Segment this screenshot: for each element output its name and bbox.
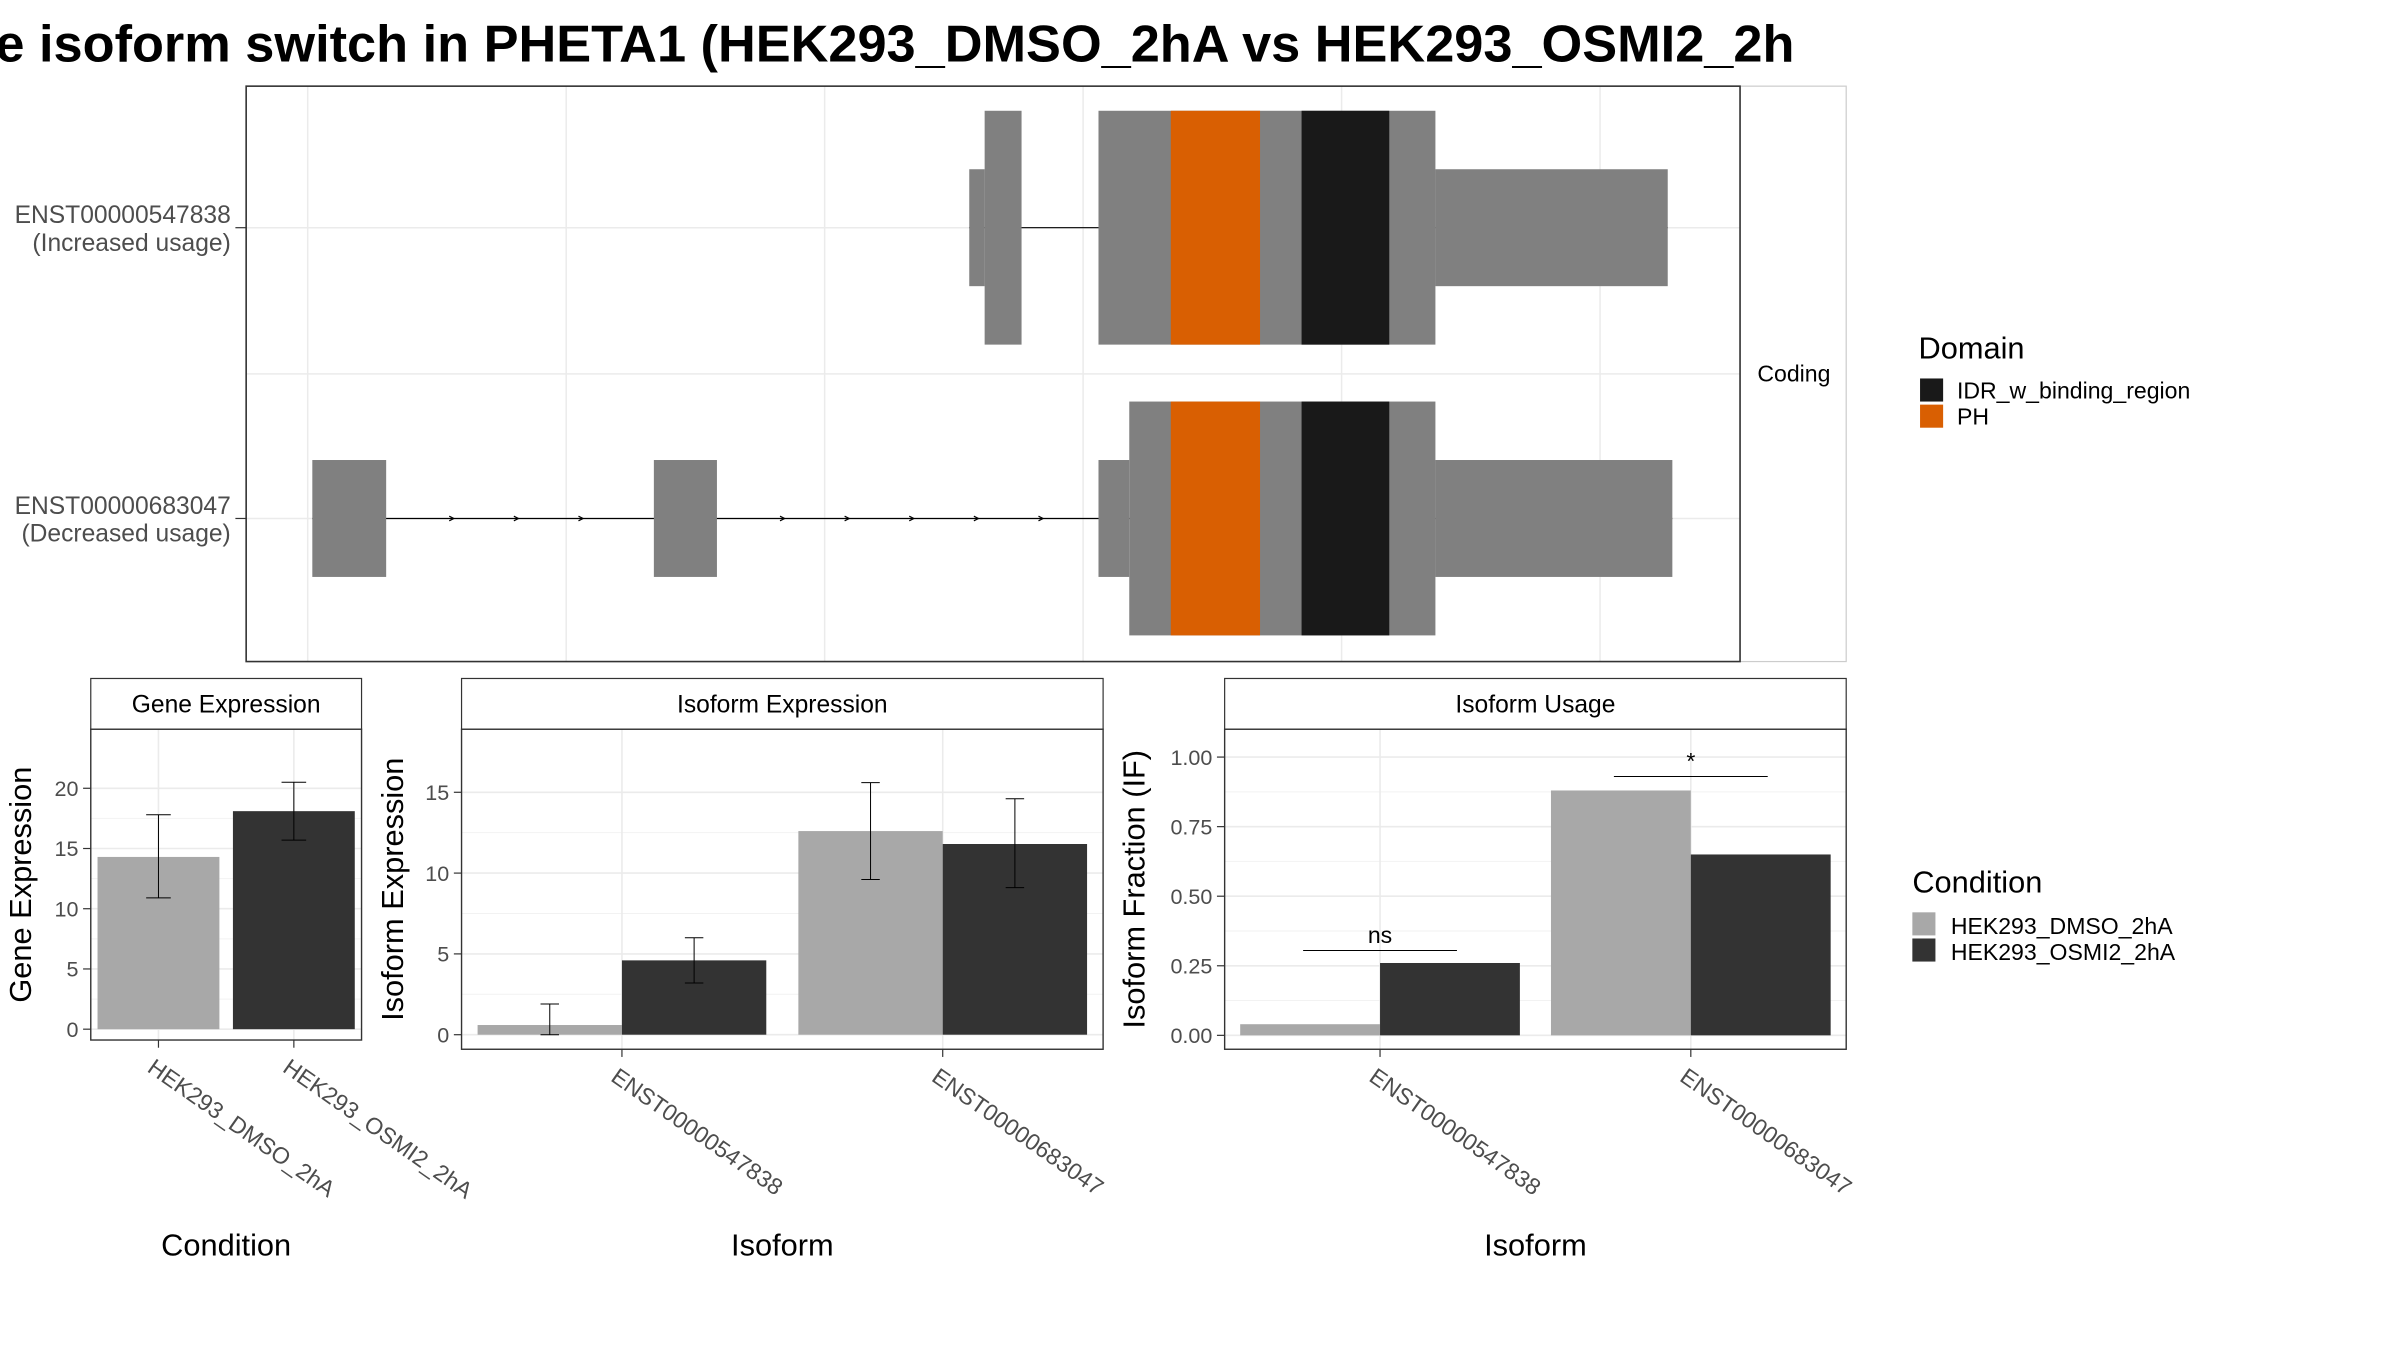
bar [1240, 1024, 1381, 1036]
intron-arrow [1038, 515, 1045, 522]
exon-block [984, 110, 1022, 345]
y-tick-label: 15 [55, 837, 79, 861]
isoform-usage-label: (Increased usage) [32, 230, 230, 257]
panel-frame [90, 728, 363, 1041]
y-tick-label: 5 [437, 943, 449, 967]
domain-ph [1170, 401, 1261, 636]
panel-strip-title: Isoform Usage [1455, 691, 1615, 718]
domain-legend-swatch [1920, 378, 1944, 402]
x-tick-label: ENST00000683047 [928, 1063, 1109, 1201]
y-axis-title: Gene Expression [3, 767, 38, 1003]
intron-arrow [779, 515, 786, 522]
domain-ph [1170, 110, 1261, 345]
x-axis-title: Condition [161, 1227, 291, 1262]
domain-legend-swatch [1920, 404, 1944, 428]
isoform-usage-label: (Decreased usage) [21, 521, 230, 548]
condition-legend-title: Condition [1912, 864, 2042, 899]
y-axis-title: Isoform Fraction (IF) [1117, 750, 1152, 1029]
panel-strip-title: Isoform Expression [677, 691, 888, 718]
figure-title: e isoform switch in PHETA1 (HEK293_DMSO_… [0, 16, 1794, 74]
structure-panel-frame [245, 85, 1741, 663]
facet-strip [1739, 85, 1847, 663]
y-tick-label: 1.00 [1170, 746, 1212, 770]
condition-legend-swatch [1912, 912, 1936, 936]
y-tick-label: 15 [425, 781, 449, 805]
y-tick-label: 0.25 [1170, 954, 1212, 978]
intron-arrow [513, 515, 520, 522]
condition-legend-label: HEK293_DMSO_2hA [1951, 913, 2173, 939]
isoform-label: ENST00000547838 [15, 202, 231, 229]
panel-frame [460, 728, 1104, 1050]
y-tick-label: 10 [55, 897, 79, 921]
panel-strip-title: Gene Expression [132, 691, 321, 718]
y-tick-label: 20 [55, 777, 79, 801]
condition-legend-swatch [1912, 938, 1936, 962]
facet-strip-label: Coding [1757, 361, 1830, 387]
domain-idr [1301, 110, 1390, 345]
intron-arrow [973, 515, 980, 522]
y-tick-label: 5 [66, 958, 78, 982]
panel-strip [1224, 677, 1847, 730]
bar [1550, 790, 1691, 1036]
panel-frame [1223, 728, 1847, 1050]
x-tick-label: ENST00000683047 [1676, 1063, 1857, 1201]
intron-arrow [448, 515, 456, 522]
bar [1380, 962, 1520, 1036]
domain-legend-label: PH [1957, 404, 1989, 430]
utr-block [1098, 460, 1130, 577]
intron-arrow [844, 515, 851, 522]
panel-strip [460, 677, 1104, 730]
x-tick-label: ENST00000547838 [1365, 1063, 1546, 1201]
isoform-label: ENST00000683047 [15, 493, 231, 520]
domain-legend-label: IDR_w_binding_region [1957, 377, 2190, 403]
y-axis-title: Isoform Expression [375, 758, 410, 1021]
domain-idr [1301, 401, 1390, 636]
y-tick-label: 10 [425, 862, 449, 886]
utr-block [1435, 169, 1668, 287]
y-tick-label: 0 [437, 1023, 449, 1047]
condition-legend-label: HEK293_OSMI2_2hA [1951, 939, 2176, 965]
utr-block [969, 169, 985, 287]
x-axis-title: Isoform [1484, 1227, 1587, 1262]
y-tick-label: 0.00 [1170, 1024, 1212, 1048]
significance-label: * [1686, 748, 1695, 774]
significance-label: ns [1368, 922, 1392, 948]
y-tick-label: 0 [66, 1018, 78, 1042]
domain-legend-title: Domain [1919, 330, 2025, 365]
bar [232, 811, 355, 1030]
bar [1690, 854, 1831, 1036]
x-axis-title: Isoform [731, 1227, 834, 1262]
intron-arrow [578, 515, 585, 522]
utr-block [312, 460, 387, 577]
utr-block [1435, 460, 1673, 577]
intron-arrow [908, 515, 916, 522]
y-tick-label: 0.75 [1170, 815, 1212, 839]
utr-block [653, 460, 717, 577]
y-tick-label: 0.50 [1170, 885, 1212, 909]
x-tick-label: ENST00000547838 [607, 1063, 788, 1201]
panel-strip [90, 677, 363, 730]
